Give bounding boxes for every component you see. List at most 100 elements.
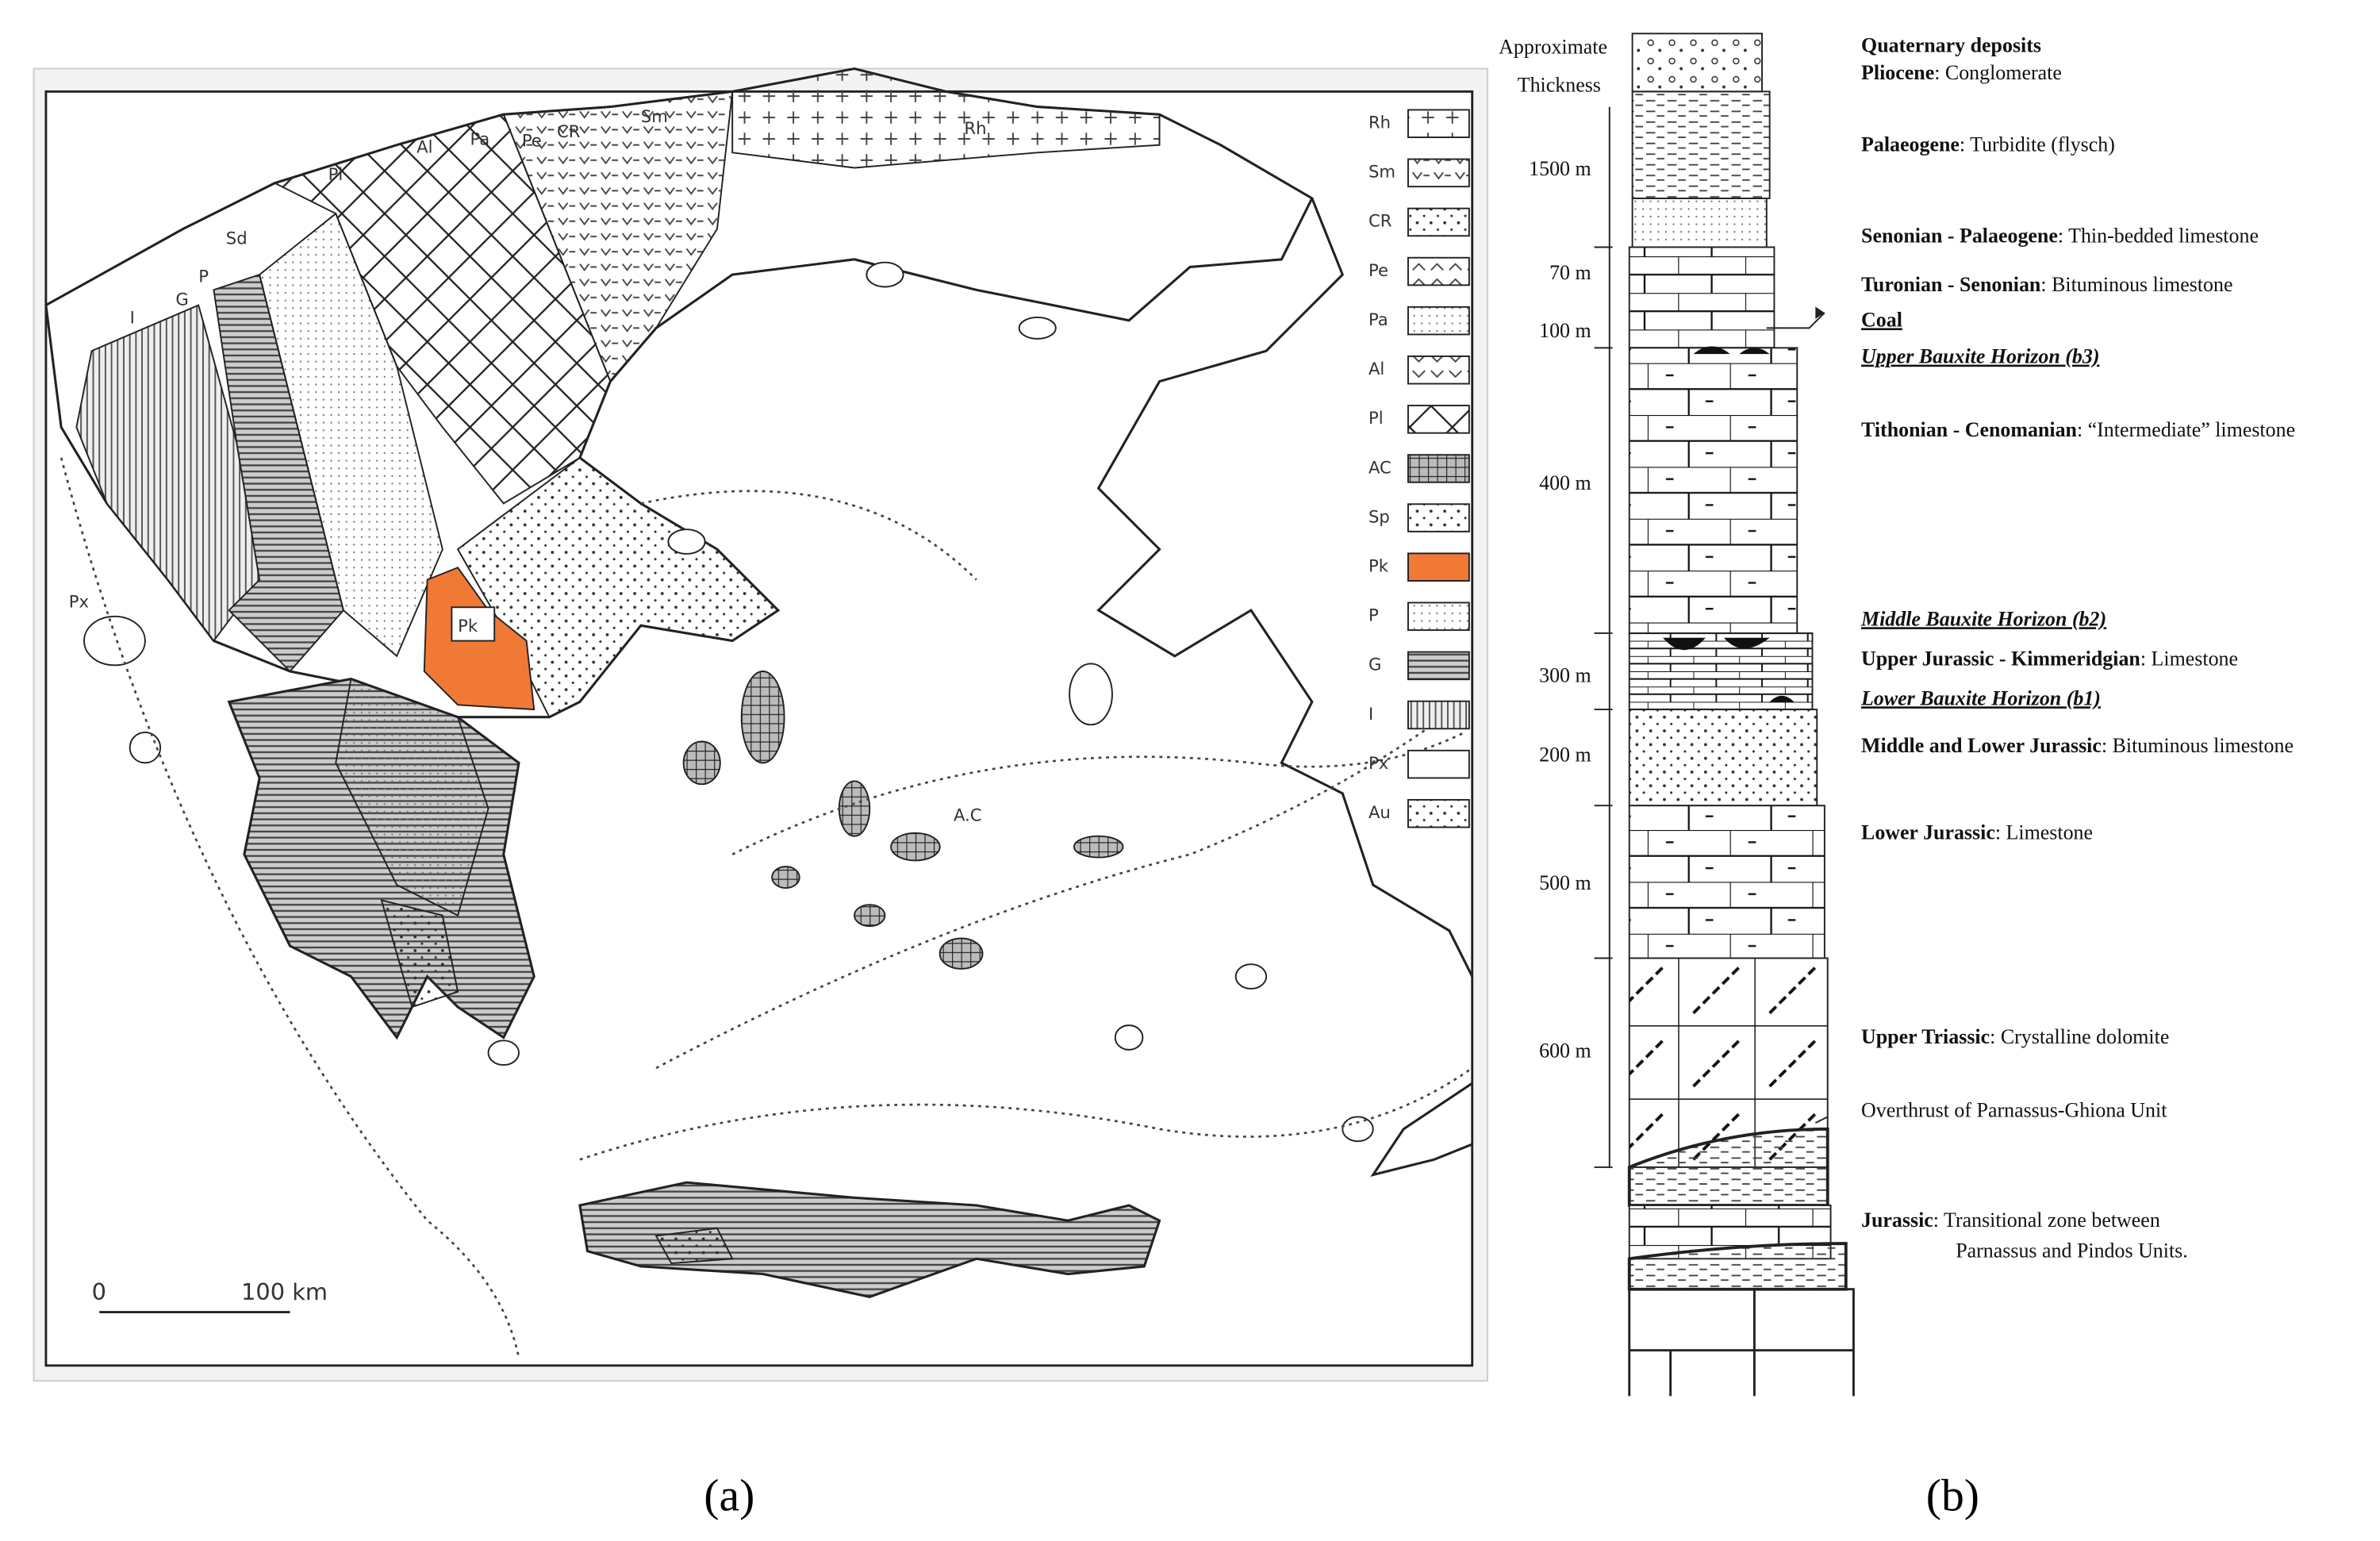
shape <box>1096 198 1474 978</box>
shape <box>866 261 904 288</box>
unit-name: Upper Jurassic - Kimmeridgian <box>1861 647 2140 670</box>
legend-swatch <box>1407 355 1470 385</box>
shape <box>1370 1082 1473 1177</box>
map-label: P <box>198 267 209 286</box>
unit-label: Overthrust of Parnassus-Ghiona Unit <box>1861 1098 2167 1121</box>
map-panel: I G P Sd Pl Al Pa Pe CR Sm Rh Px Pk A.C … <box>33 67 1488 1382</box>
unit-detail: : Transitional zone between <box>1933 1209 2160 1232</box>
legend-label: Sm <box>1368 162 1395 182</box>
map-label: Al <box>416 136 432 156</box>
thickness-label: 200 m <box>1539 743 1591 766</box>
unit-name: Palaeogene <box>1861 133 1960 156</box>
shape <box>1627 1242 1848 1291</box>
shape <box>1628 347 1798 634</box>
legend-label: Rh <box>1368 113 1391 133</box>
legend-label: P <box>1368 605 1379 625</box>
thickness-label: 400 m <box>1539 471 1591 494</box>
thickness-label: 1500 m <box>1529 157 1591 180</box>
legend-swatch <box>1407 651 1470 681</box>
legend-swatch <box>1407 256 1470 286</box>
unit-name: Middle and Lower Jurassic <box>1861 734 2102 757</box>
map-label: Pa <box>470 129 489 149</box>
unit-detail: : Limestone <box>1995 821 2093 844</box>
legend-label: Pl <box>1368 408 1384 428</box>
shape <box>771 866 800 890</box>
shape <box>682 671 1124 970</box>
legend-swatch <box>1407 306 1470 336</box>
shape <box>1627 1127 1829 1207</box>
thickness-label: 100 m <box>1539 319 1591 342</box>
caption: (b) <box>1926 1471 1979 1521</box>
scale-label: 0 <box>92 1278 106 1305</box>
legend-swatch <box>1407 552 1470 582</box>
unit-name: Quaternary deposits <box>1861 33 2041 56</box>
shape <box>1069 663 1113 726</box>
shape <box>740 671 785 764</box>
shape <box>654 1227 734 1265</box>
legend-swatch <box>1407 207 1470 237</box>
shape <box>1663 637 1795 702</box>
unit-label: Upper Jurassic - Kimmeridgian: Limestone <box>1861 647 2238 670</box>
legend-swatch <box>1407 601 1470 632</box>
shape <box>1631 90 1771 199</box>
shape <box>335 678 489 917</box>
thickness-label: 70 m <box>1549 261 1591 284</box>
map-label: G <box>175 290 188 309</box>
shape <box>1631 33 1764 93</box>
unit-label: Senonian - Palaeogene: Thin-bedded limes… <box>1861 225 2259 248</box>
shape <box>890 832 941 862</box>
thickness-label: 500 m <box>1539 871 1591 894</box>
unit-name: Upper Bauxite Horizon (b3) <box>1861 345 2099 368</box>
unit-detail: Parnassus and Pindos Units. <box>1956 1239 2188 1262</box>
shape <box>83 261 1374 1143</box>
unit-detail: : Crystalline dolomite <box>1990 1025 2169 1048</box>
unit-label: Turonian - Senonian: Bituminous limeston… <box>1861 273 2232 296</box>
shape <box>456 456 780 718</box>
legend-label: I <box>1368 704 1373 724</box>
legend-swatch <box>1407 405 1470 434</box>
map-label: Rh <box>964 118 986 138</box>
legend-label: AC <box>1368 457 1392 477</box>
unit-name: Overthrust of Parnassus-Ghiona Unit <box>1861 1098 2167 1121</box>
map-label: Px <box>69 591 89 611</box>
legend-swatch <box>1407 158 1470 188</box>
shape <box>1766 312 1829 1124</box>
unit-label: Middle Bauxite Horizon (b2) <box>1860 607 2106 630</box>
shape <box>129 731 162 764</box>
shape <box>451 606 496 642</box>
shape <box>1342 1116 1374 1143</box>
legend-label: Sp <box>1368 506 1390 526</box>
thickness-label: 300 m <box>1539 663 1591 686</box>
shape <box>1693 346 1770 355</box>
shape <box>1114 1024 1144 1051</box>
legend-label: G <box>1368 655 1381 674</box>
shape <box>502 90 734 383</box>
unit-name: Turonian - Senonian <box>1861 273 2041 296</box>
unit-label: Lower Jurassic: Limestone <box>1861 821 2093 844</box>
scale-label: 100 km <box>241 1278 328 1305</box>
unit-detail: : “Intermediate” limestone <box>2077 418 2295 441</box>
unit-name: Middle Bauxite Horizon (b2) <box>1860 607 2106 630</box>
shape <box>60 457 1473 1358</box>
shape <box>487 1040 520 1066</box>
map-label: Pe <box>522 131 542 151</box>
map-label: CR <box>557 121 581 141</box>
unit-name: Lower Bauxite Horizon (b1) <box>1860 686 2101 709</box>
unit-detail: : Bituminous limestone <box>2040 273 2232 296</box>
shape: Quaternary deposits Pliocene: Conglomerat… <box>1860 33 2295 1262</box>
legend-label: Au <box>1368 802 1391 822</box>
shape <box>1234 963 1268 990</box>
shape <box>83 615 146 667</box>
legend-swatch <box>1407 503 1470 532</box>
map-label: Pk <box>458 616 478 636</box>
unit-label: Lower Bauxite Horizon (b1) <box>1860 686 2101 709</box>
legend-swatch <box>1407 454 1470 483</box>
shape <box>640 490 977 581</box>
shape <box>854 904 886 928</box>
map-label: Pl <box>328 164 344 184</box>
thickness-label: 600 m <box>1539 1039 1591 1062</box>
unit-label: Tithonian - Cenomanian: “Intermediate” l… <box>1861 418 2295 441</box>
unit-label: Palaeogene: Turbidite (flysch) <box>1861 133 2115 156</box>
